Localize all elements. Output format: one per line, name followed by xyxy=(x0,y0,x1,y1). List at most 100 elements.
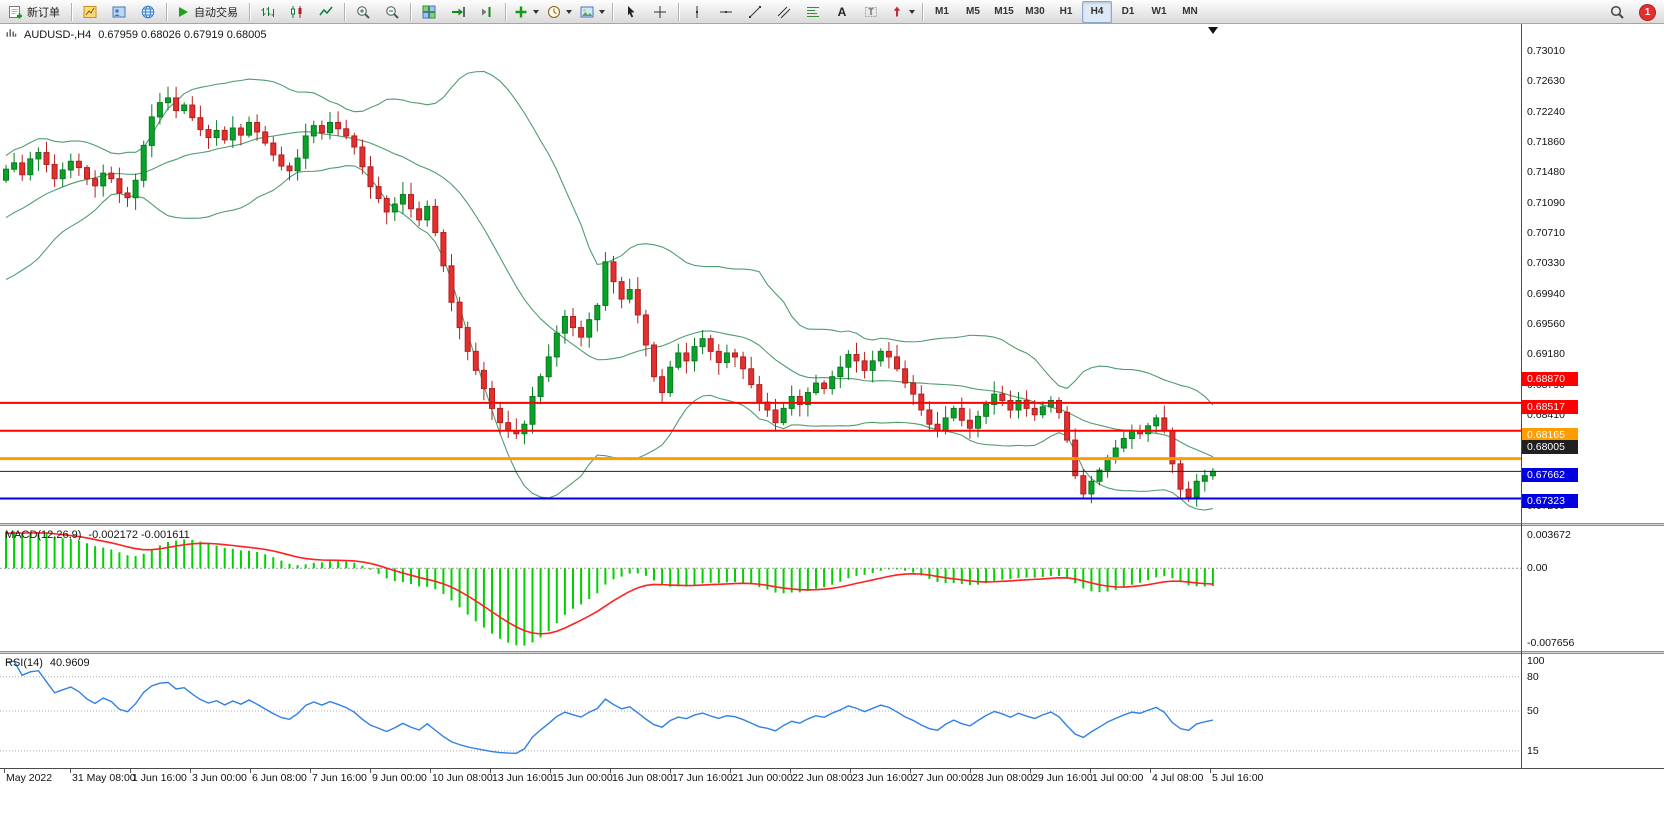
candle[interactable] xyxy=(464,321,471,361)
candle[interactable] xyxy=(432,198,439,237)
candle[interactable] xyxy=(1007,390,1014,419)
candle[interactable] xyxy=(634,277,641,324)
candle[interactable] xyxy=(237,123,244,146)
candle[interactable] xyxy=(1209,467,1216,480)
candle[interactable] xyxy=(181,102,188,114)
candle[interactable] xyxy=(11,152,18,173)
candle[interactable] xyxy=(667,360,674,397)
candle[interactable] xyxy=(205,124,212,149)
candle[interactable] xyxy=(1015,391,1022,419)
line-chart-button[interactable] xyxy=(312,1,340,23)
candle[interactable] xyxy=(480,361,487,401)
macd-pane[interactable] xyxy=(0,526,1521,651)
candle[interactable] xyxy=(715,344,722,375)
candle[interactable] xyxy=(173,86,180,119)
candle[interactable] xyxy=(448,254,455,312)
candle[interactable] xyxy=(84,165,90,185)
candle[interactable] xyxy=(318,120,325,140)
candle[interactable] xyxy=(278,146,285,171)
zoom-in-button[interactable] xyxy=(349,1,377,23)
channel-button[interactable] xyxy=(770,1,798,23)
candle[interactable] xyxy=(845,350,852,380)
candle[interactable] xyxy=(310,120,317,144)
candle[interactable] xyxy=(1120,430,1127,453)
candle[interactable] xyxy=(683,342,690,374)
candle[interactable] xyxy=(335,111,342,136)
candle[interactable] xyxy=(302,123,309,169)
symbol-search-button[interactable] xyxy=(1603,1,1631,23)
candle[interactable] xyxy=(327,112,333,140)
candle[interactable] xyxy=(100,164,107,197)
autotrading-button[interactable]: 自动交易 xyxy=(171,1,245,23)
candle[interactable] xyxy=(707,334,714,361)
candle[interactable] xyxy=(966,408,973,439)
candle[interactable] xyxy=(651,341,657,382)
candle[interactable] xyxy=(246,116,252,138)
candle[interactable] xyxy=(950,405,957,422)
trendline-button[interactable] xyxy=(741,1,769,23)
candle[interactable] xyxy=(772,398,779,432)
pane-separator[interactable] xyxy=(0,523,1664,526)
candle[interactable] xyxy=(861,351,868,379)
vertical-line-button[interactable] xyxy=(683,1,711,23)
candle[interactable] xyxy=(408,182,414,218)
candle[interactable] xyxy=(991,381,998,415)
candle[interactable] xyxy=(359,139,366,175)
candle[interactable] xyxy=(756,375,763,412)
candle[interactable] xyxy=(229,116,236,148)
candle[interactable] xyxy=(1169,427,1176,474)
candle[interactable] xyxy=(189,96,196,121)
candle[interactable] xyxy=(618,276,625,309)
candle[interactable] xyxy=(197,105,204,137)
zoom-out-button[interactable] xyxy=(378,1,406,23)
candle[interactable] xyxy=(262,125,269,146)
candle[interactable] xyxy=(545,344,552,382)
candle[interactable] xyxy=(659,368,666,404)
candle[interactable] xyxy=(975,410,981,438)
candle[interactable] xyxy=(270,136,277,162)
candle[interactable] xyxy=(1161,405,1168,434)
candle[interactable] xyxy=(505,410,512,438)
candle[interactable] xyxy=(837,355,844,389)
fibonacci-button[interactable] xyxy=(799,1,827,23)
tf-d1-button[interactable]: D1 xyxy=(1113,1,1143,23)
candle[interactable] xyxy=(1064,406,1071,444)
candle[interactable] xyxy=(416,201,423,227)
candle[interactable] xyxy=(1137,424,1143,440)
candle[interactable] xyxy=(1193,473,1200,507)
indicators-button[interactable] xyxy=(510,1,542,23)
candle[interactable] xyxy=(1047,396,1054,413)
candle[interactable] xyxy=(92,170,99,198)
tf-h1-button[interactable]: H1 xyxy=(1051,1,1081,23)
candle[interactable] xyxy=(472,342,479,375)
tf-m5-button[interactable]: M5 xyxy=(958,1,988,23)
candle[interactable] xyxy=(1096,467,1103,486)
candle[interactable] xyxy=(537,373,544,405)
candle[interactable] xyxy=(294,149,301,181)
candle[interactable] xyxy=(343,119,350,140)
candle[interactable] xyxy=(885,342,892,369)
candle[interactable] xyxy=(148,104,155,158)
candle[interactable] xyxy=(723,344,730,369)
new-order-button[interactable]: 新订单 xyxy=(4,1,67,23)
candle[interactable] xyxy=(829,370,836,395)
candle[interactable] xyxy=(553,325,560,367)
notifications-badge[interactable]: 1 xyxy=(1639,3,1656,21)
candle[interactable] xyxy=(140,140,147,188)
candle[interactable] xyxy=(983,400,990,425)
candle[interactable] xyxy=(594,302,601,332)
rsi-line[interactable] xyxy=(5,660,1214,754)
candle[interactable] xyxy=(213,120,220,146)
candle[interactable] xyxy=(780,402,787,426)
new-chart-button[interactable] xyxy=(76,1,104,23)
candle[interactable] xyxy=(156,92,163,125)
candle[interactable] xyxy=(853,342,860,373)
time-axis[interactable]: May 2022 31 May 08:00 1 Jun 16:00 3 Jun 00:… xyxy=(0,768,1664,787)
candle[interactable] xyxy=(1080,469,1087,500)
candle[interactable] xyxy=(902,360,909,389)
candle[interactable] xyxy=(489,380,495,420)
candle[interactable] xyxy=(869,350,876,383)
candle[interactable] xyxy=(19,154,26,181)
cursor-button[interactable] xyxy=(617,1,645,23)
candle[interactable] xyxy=(1177,459,1184,498)
